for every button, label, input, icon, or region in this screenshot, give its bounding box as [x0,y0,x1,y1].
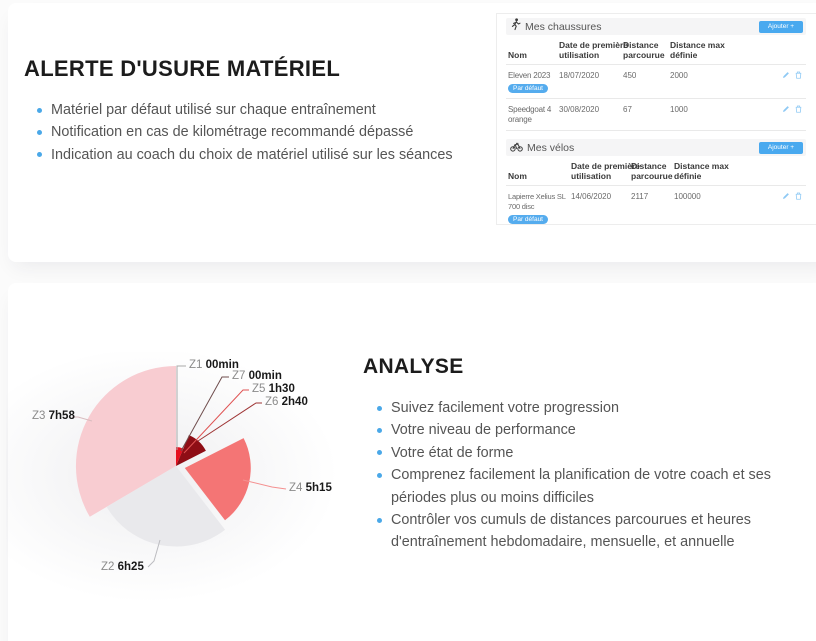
shoes-column-headers: Nom Date de première utilisation Distanc… [506,35,806,65]
first-use-date: 18/07/2020 [559,71,600,80]
materiel-bullet: Matériel par défaut utilisé sur chaque e… [37,99,501,121]
col-distance-parcourue: Distance parcourue [631,161,673,181]
default-badge: Par défaut [508,215,548,224]
edit-icon[interactable] [782,192,790,200]
default-badge: Par défaut [508,84,548,93]
distance-value: 2117 [631,192,649,201]
analyse-bullet-list: Suivez facilement votre progression Votr… [377,397,803,554]
materiel-bullet-list: Matériel par défaut utilisé sur chaque e… [37,99,501,166]
table-row: Speedgoat 4 orange 30/08/2020 67 1000 [506,99,806,131]
analyse-bullet: Comprenez facilement la planification de… [377,464,803,509]
edit-icon[interactable] [782,105,790,113]
distance-max-value: 2000 [670,71,688,80]
bikes-column-headers: Nom Date de première utilisation Distanc… [506,156,806,186]
table-row: Eleven 2023 Par défaut 18/07/2020 450 20… [506,65,806,99]
delete-icon[interactable] [795,192,802,200]
edit-icon[interactable] [782,71,790,79]
analyse-bullet: Suivez facilement votre progression [377,397,803,419]
analyse-bullet: Votre niveau de performance [377,419,803,441]
pie-chart-shadow [6,352,346,608]
distance-value: 67 [623,105,632,114]
first-use-date: 14/06/2020 [571,192,612,201]
pie-label-z7: Z7 00min [232,370,282,382]
analyse-bullet: Votre état de forme [377,442,803,464]
pie-label-z3: Z3 7h58 [32,410,75,422]
first-use-date: 30/08/2020 [559,105,600,114]
materiel-bullet: Indication au coach du choix de matériel… [37,144,501,166]
distance-value: 450 [623,71,637,80]
delete-icon[interactable] [795,105,802,113]
pie-label-z1: Z1 00min [189,359,239,371]
col-distance-max-definie: Distance max définie [670,40,725,60]
distance-max-value: 1000 [670,105,688,114]
col-date-premiere-utilisation: Date de première utilisation [559,40,628,60]
table-row: Lapierre Xelius SL 700 disc Par défaut 1… [506,186,806,224]
col-nom: Nom [508,49,527,60]
shoes-table-header: Mes chaussures Ajouter + [506,17,806,36]
equipment-name: Lapierre Xelius SL 700 disc [508,192,566,211]
runner-icon [510,17,521,36]
col-date-premiere-utilisation: Date de première utilisation [571,161,640,181]
col-distance-parcourue: Distance parcourue [623,40,665,60]
analyse-section-title: ANALYSE [363,355,464,378]
pie-label-z2: Z2 6h25 [101,561,144,573]
equipment-name: Speedgoat 4 orange [508,105,552,124]
delete-icon[interactable] [795,71,802,79]
analyse-bullet: Contrôler vos cumuls de distances parcou… [377,509,803,554]
materiel-section-title: ALERTE D'USURE MATÉRIEL [24,56,341,81]
bikes-table-header: Mes vélos Ajouter + [506,139,806,156]
bikes-table-title: Mes vélos [527,141,575,154]
pie-label-z5: Z5 1h30 [252,383,295,395]
add-shoe-button[interactable]: Ajouter + [759,20,803,33]
materiel-bullet: Notification en cas de kilométrage recom… [37,121,501,143]
shoes-table-title: Mes chaussures [525,20,602,33]
pie-label-z4: Z4 5h15 [289,482,332,494]
col-nom: Nom [508,170,527,181]
add-bike-button[interactable]: Ajouter + [759,141,803,154]
distance-max-value: 100000 [674,192,701,201]
col-distance-max-definie: Distance max définie [674,161,729,181]
bike-icon [510,139,523,157]
equipment-name: Eleven 2023 [508,71,551,80]
equipment-screenshot: Mes chaussures Ajouter + Nom Date de pre… [496,13,816,225]
pie-label-z6: Z6 2h40 [265,396,308,408]
